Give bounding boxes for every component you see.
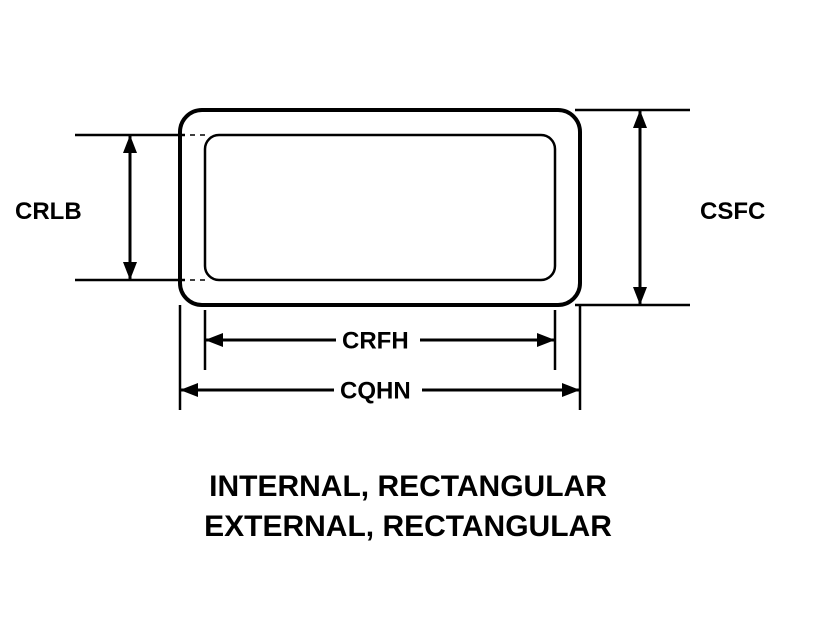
caption-line-1: INTERNAL, RECTANGULAR: [0, 470, 816, 504]
label-csfc: CSFC: [700, 198, 765, 226]
label-crlb: CRLB: [15, 198, 82, 226]
label-crfh: CRFH: [342, 327, 409, 354]
label-cqhn: CQHN: [340, 377, 411, 404]
caption-line-2: EXTERNAL, RECTANGULAR: [0, 510, 816, 544]
